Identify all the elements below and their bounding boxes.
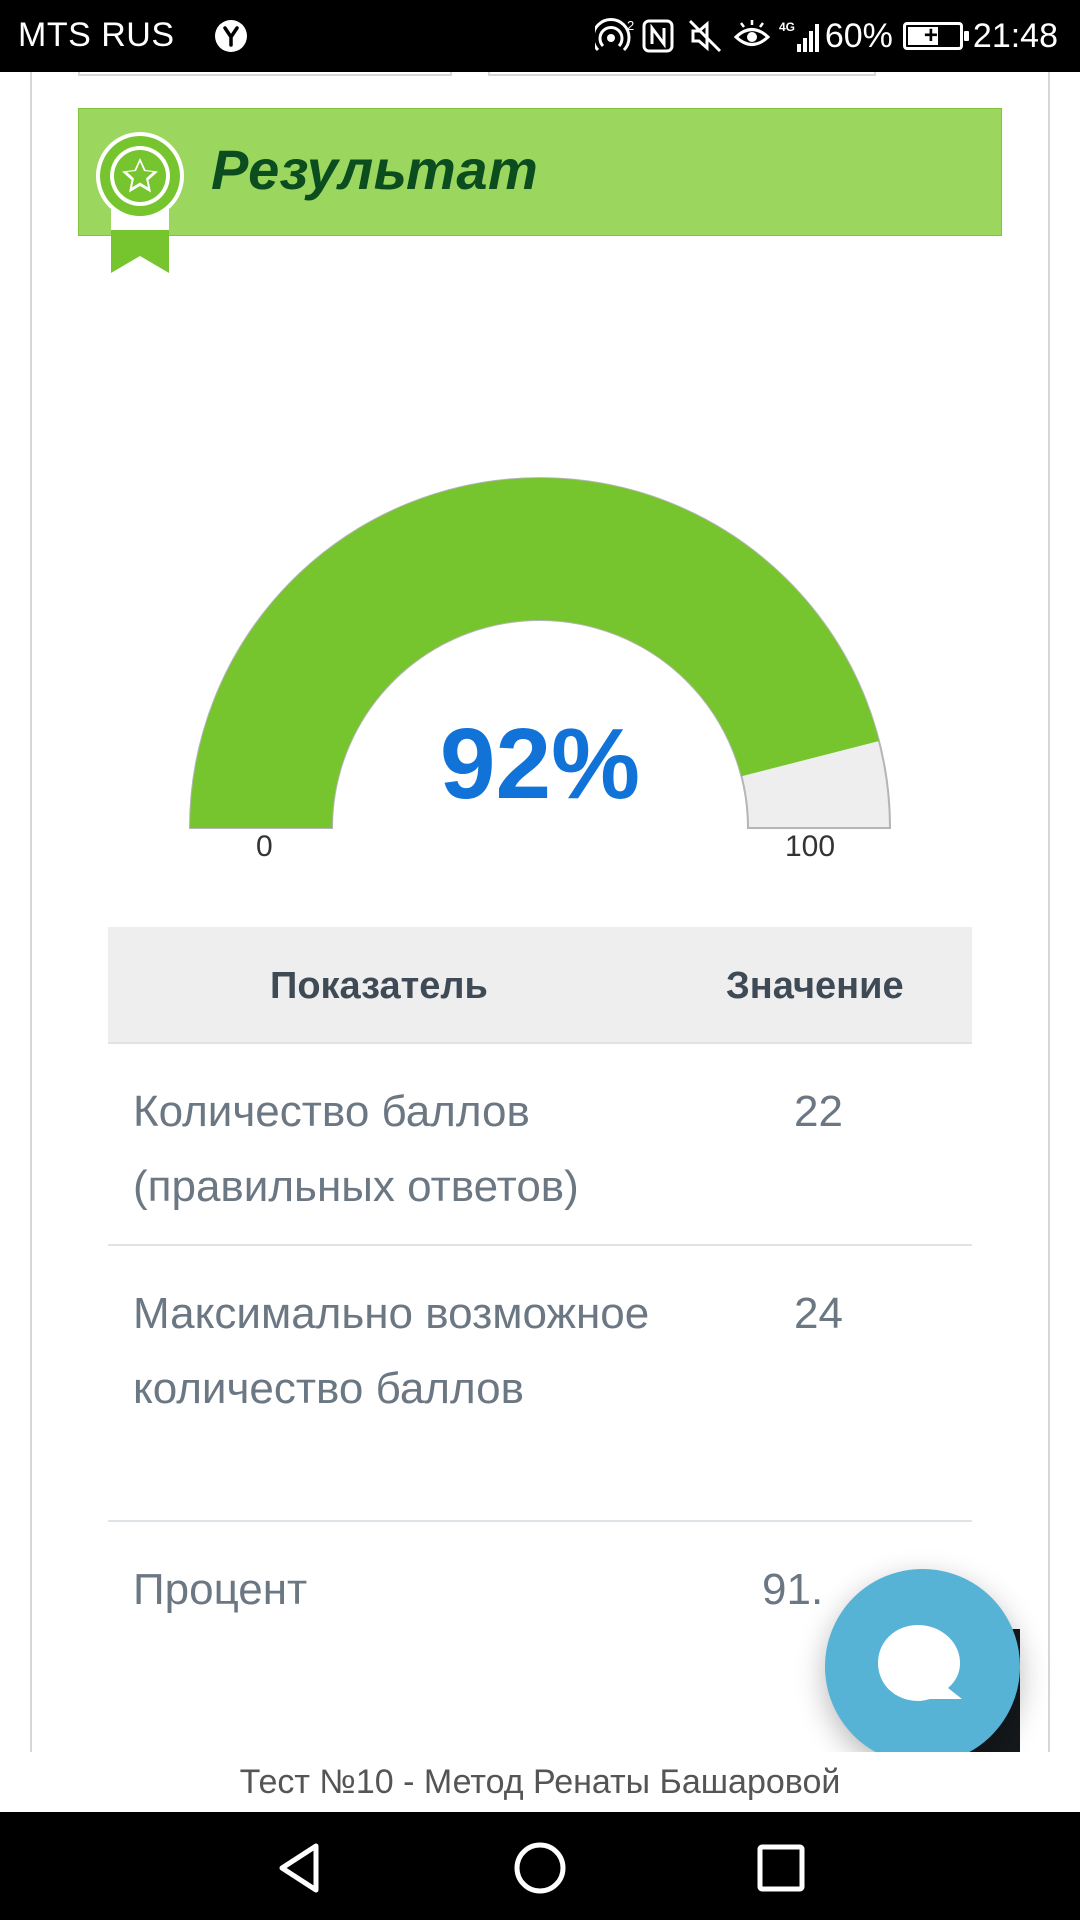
row-metric: Максимально возможное количество баллов [133,1289,650,1413]
gauge-svg [188,477,892,829]
top-tab-left[interactable] [78,72,452,76]
gauge-max-label: 100 [785,830,836,863]
row-value: 22 [794,1087,843,1136]
navigation-bar [0,1812,1080,1920]
carrier-name: MTS RUS [18,16,175,54]
award-ribbon-icon [95,128,185,273]
row-value: 91. [762,1565,824,1614]
header-value: Значение [726,965,904,1007]
row-metric: Процент [133,1565,308,1614]
svg-text:2: 2 [627,18,634,33]
recents-icon[interactable] [753,1840,809,1896]
result-header: Результат [78,108,1002,236]
battery-percent: 60% [824,16,893,55]
yandex-icon [215,20,247,52]
chat-bubble-icon [878,1625,962,1701]
content-frame [30,72,1050,1752]
home-icon[interactable] [512,1840,568,1896]
page-footer-title: Тест №10 - Метод Ренаты Башаровой [0,1752,1080,1812]
score-gauge: 92% 0 100 [180,390,900,863]
nfc-icon [641,18,677,54]
header-metric: Показатель [270,965,488,1007]
clock: 21:48 [972,16,1058,55]
table-header: Показатель Значение [108,927,972,1044]
table-row: Количество баллов (правильных ответов) 2… [108,1044,972,1246]
gauge-fill [190,478,880,828]
results-table: Показатель Значение Количество баллов (п… [108,927,972,1682]
chat-button[interactable] [825,1569,1020,1752]
table-row: Максимально возможное количество баллов … [108,1246,972,1522]
row-metric: Количество баллов (правильных ответов) [133,1087,579,1211]
gauge-min-label: 0 [256,830,273,863]
mute-icon [687,18,723,54]
gauge-value: 92% [439,708,641,820]
signal-4g-icon: 4G [779,18,819,54]
top-tab-right[interactable] [488,72,876,76]
result-title: Результат [211,138,539,201]
eye-comfort-icon [733,18,771,54]
hotspot-icon: 2 [591,18,634,54]
status-bar: MTS RUS 2 4G 60% + 21:48 [0,0,1080,72]
page-content[interactable]: Результат 92% 0 100 Показатель Значение [0,72,1080,1752]
svg-text:4G: 4G [779,20,795,34]
table-row: Процент 91. [108,1522,972,1682]
battery-charging-icon: + [902,22,969,50]
row-value: 24 [794,1289,843,1338]
back-icon[interactable] [272,1840,328,1896]
